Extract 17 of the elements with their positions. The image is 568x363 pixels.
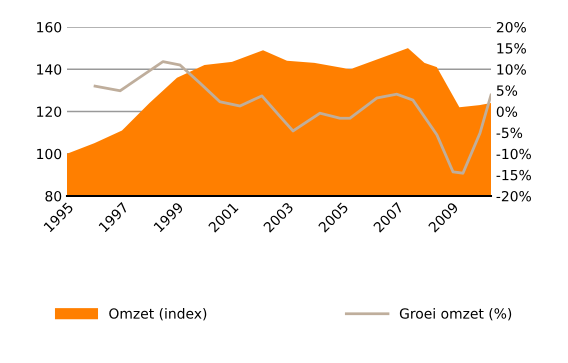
y2-tick-label: 20% [496,22,526,32]
y2-tick-label: 0% [496,106,518,117]
legend-label: Omzet (index) [109,308,206,320]
y2-tick-label: -20% [496,190,531,202]
y-tick-label: 100 [37,148,62,160]
y-tick-label: 160 [37,22,62,32]
y-tick-label: 140 [37,64,62,75]
y2-tick-label: 5% [496,85,518,96]
y-tick-label: 120 [37,106,62,117]
y2-tick-label: 10% [497,64,526,75]
y2-tick-label: -5% [496,128,522,138]
line-series [94,60,491,175]
y2-tick-label: -10% [496,148,531,160]
y2-tick-label: 15% [497,43,526,54]
legend-label: Groei omzet (%) [400,308,512,320]
y2-tick-label: -15% [496,170,531,180]
y-tick-label: 80 [45,190,62,202]
